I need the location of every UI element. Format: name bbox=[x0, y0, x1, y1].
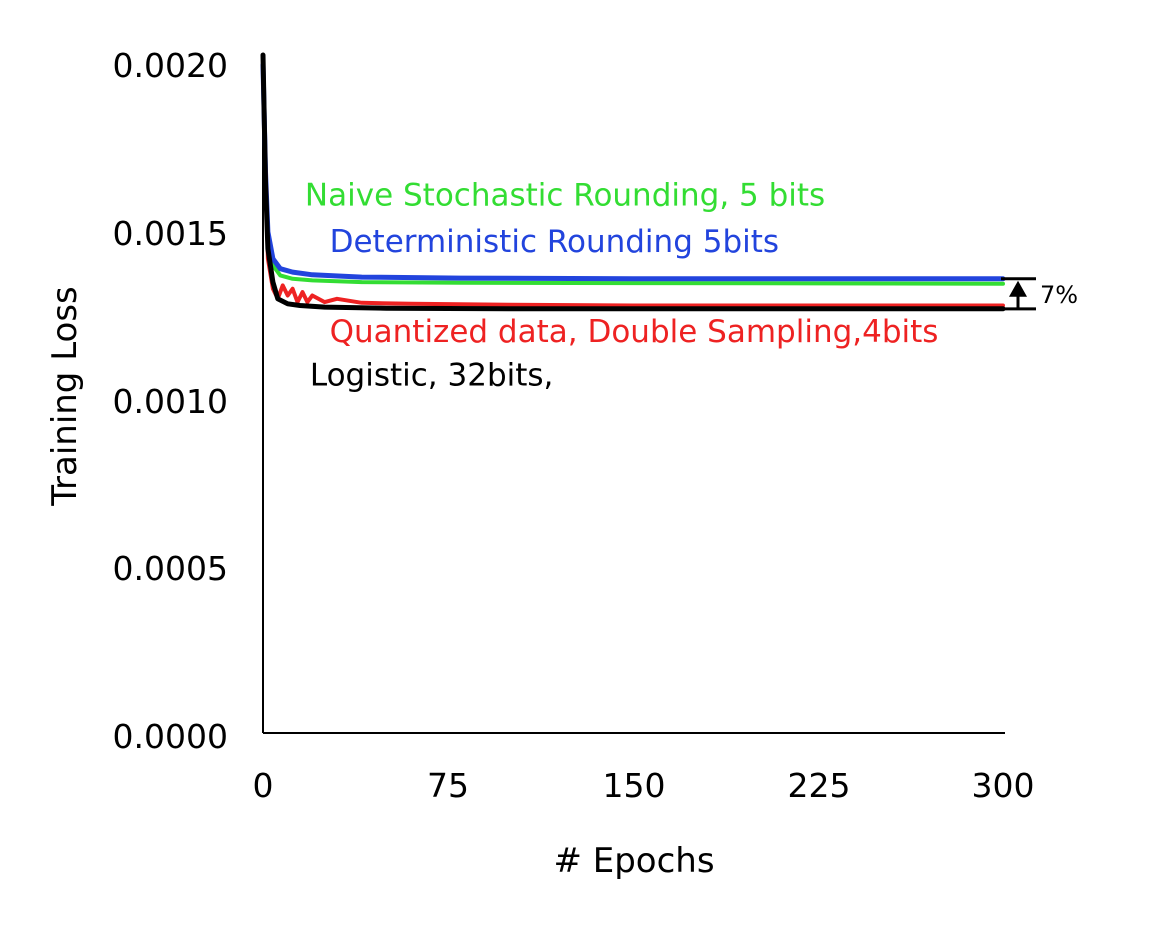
y-tick-label: 0.0020 bbox=[113, 46, 228, 85]
y-tick-label: 0.0010 bbox=[113, 382, 228, 421]
axes bbox=[262, 58, 1005, 734]
x-tick-label: 0 bbox=[253, 766, 274, 805]
x-tick-labels: 0 75 150 225 300 bbox=[253, 766, 1035, 805]
gap-indicator: 7% bbox=[1001, 277, 1078, 311]
series-lines bbox=[260, 52, 1006, 312]
x-tick-label: 150 bbox=[603, 766, 666, 805]
y-tick-labels: 0.0000 0.0005 0.0010 0.0015 0.0020 bbox=[113, 46, 228, 756]
series-line-logistic-32bits bbox=[260, 52, 1006, 312]
gap-label: 7% bbox=[1040, 281, 1078, 309]
annotation-naive-stochastic-rounding-5-bits: Naive Stochastic Rounding, 5 bits bbox=[305, 177, 825, 213]
x-axis-title: # Epochs bbox=[553, 841, 714, 881]
annotation-quantized-data-double-sampling-4bits: Quantized data, Double Sampling,4bits bbox=[330, 314, 939, 350]
x-tick-label: 225 bbox=[788, 766, 851, 805]
y-tick-label: 0.0015 bbox=[113, 214, 228, 253]
gap-arrow-head bbox=[1009, 280, 1027, 297]
x-tick-label: 300 bbox=[972, 766, 1035, 805]
series-annotations: Naive Stochastic Rounding, 5 bits Determi… bbox=[305, 177, 939, 393]
x-tick-label: 75 bbox=[427, 766, 469, 805]
y-tick-label: 0.0000 bbox=[113, 717, 228, 756]
y-axis-title: Training Loss bbox=[45, 286, 85, 507]
annotation-deterministic-rounding-5bits: Deterministic Rounding 5bits bbox=[330, 224, 779, 260]
annotation-logistic-32bits: Logistic, 32bits, bbox=[310, 358, 554, 394]
y-tick-label: 0.0005 bbox=[113, 549, 228, 588]
